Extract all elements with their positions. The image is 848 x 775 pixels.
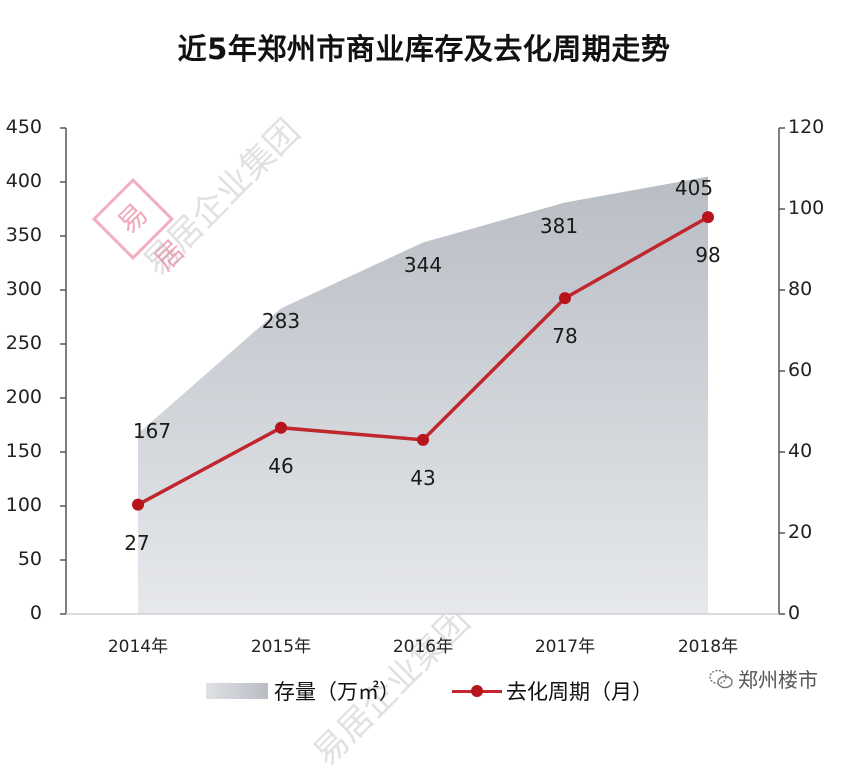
right-axis-ticks xyxy=(779,127,785,615)
legend-item-stock[interactable]: 存量（万㎡） xyxy=(206,676,400,706)
cycle-data-label: 78 xyxy=(552,324,578,349)
cycle-data-label: 43 xyxy=(410,465,436,490)
right-axis-tick-label: 40 xyxy=(788,440,813,462)
line-marker[interactable] xyxy=(132,498,144,511)
line-marker-icon xyxy=(452,682,502,700)
chart-title: 近5年郑州市商业库存及去化周期走势 xyxy=(177,32,671,66)
line-marker[interactable] xyxy=(417,433,429,446)
x-axis-tick-label: 2015年 xyxy=(250,637,312,657)
stock-data-label: 344 xyxy=(403,253,443,277)
left-axis-tick-label: 200 xyxy=(5,386,42,408)
line-marker[interactable] xyxy=(559,292,571,305)
left-axis-tick-label: 0 xyxy=(29,602,42,624)
x-axis-tick-label: 2018年 xyxy=(677,637,739,657)
stock-area-series xyxy=(138,176,708,614)
right-axis-tick-label: 80 xyxy=(788,278,813,300)
cycle-data-label: 27 xyxy=(124,530,150,555)
wechat-icon xyxy=(709,669,733,688)
right-axis-tick-label: 0 xyxy=(788,602,801,624)
stock-data-label: 405 xyxy=(674,176,714,200)
line-marker[interactable] xyxy=(275,421,287,434)
brand-label: 郑州楼市 xyxy=(738,668,818,692)
area-swatch-icon xyxy=(206,683,268,699)
legend: 存量（万㎡） 去化周期（月） xyxy=(206,676,653,706)
right-axis-tick-label: 100 xyxy=(788,197,825,219)
left-axis-tick-label: 50 xyxy=(17,548,42,570)
chart-plot xyxy=(60,127,785,615)
legend-label-cycle: 去化周期（月） xyxy=(506,680,653,704)
legend-label-stock: 存量（万㎡） xyxy=(274,680,400,704)
left-axis-tick-label: 100 xyxy=(5,494,42,516)
left-axis-tick-label: 250 xyxy=(5,332,42,354)
brand-watermark: 郑州楼市 xyxy=(708,664,818,693)
stock-data-label: 381 xyxy=(539,214,579,238)
left-axis-ticks xyxy=(60,127,66,615)
left-axis-tick-label: 300 xyxy=(5,278,42,300)
left-axis-tick-label: 400 xyxy=(5,170,42,192)
cycle-line-series xyxy=(132,211,714,511)
left-axis-tick-label: 150 xyxy=(5,440,42,462)
legend-item-cycle[interactable]: 去化周期（月） xyxy=(400,676,653,706)
x-axis-tick-label: 2016年 xyxy=(392,637,454,657)
right-axis-tick-label: 20 xyxy=(788,521,813,543)
left-axis-tick-label: 450 xyxy=(5,116,42,138)
left-axis-tick-label: 350 xyxy=(5,224,42,246)
cycle-data-label: 98 xyxy=(695,243,721,268)
stock-data-label: 167 xyxy=(132,419,172,443)
stock-data-label: 283 xyxy=(261,309,301,333)
line-marker[interactable] xyxy=(702,211,714,224)
x-axis-tick-label: 2014年 xyxy=(107,637,169,657)
right-axis-tick-label: 120 xyxy=(788,116,825,138)
x-axis-tick-label: 2017年 xyxy=(534,637,596,657)
cycle-data-label: 46 xyxy=(268,453,294,478)
right-axis-tick-label: 60 xyxy=(788,359,813,381)
